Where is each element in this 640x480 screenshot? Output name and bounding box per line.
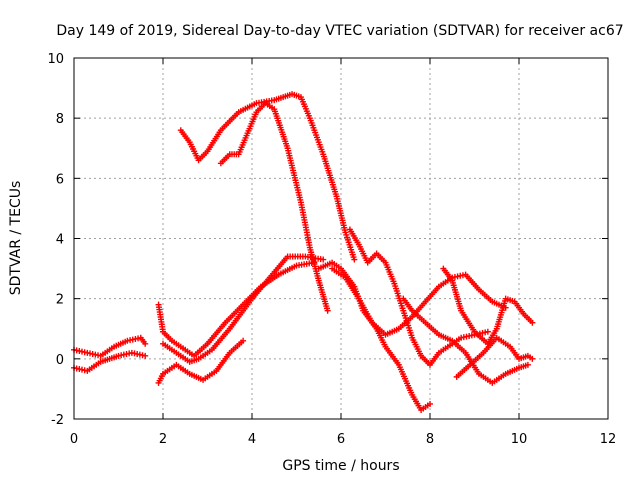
series-arc-b (71, 349, 149, 374)
series-arc-j (346, 226, 491, 368)
series-arc-c (155, 337, 247, 386)
y-tick-label: 0 (56, 353, 64, 368)
series-arc-k (400, 295, 531, 386)
x-tick-label: 6 (337, 432, 345, 447)
data-point (427, 400, 433, 407)
y-tick-label: -2 (51, 413, 64, 428)
data-point (320, 256, 327, 263)
series-arc-g (217, 100, 331, 314)
x-tick-label: 10 (511, 432, 528, 447)
x-tick-label: 4 (248, 432, 256, 447)
series-arc-a (71, 334, 149, 359)
series-arc-f (177, 91, 358, 263)
y-tick-label: 4 (56, 233, 64, 248)
data-point (240, 337, 247, 344)
data-point (142, 352, 149, 359)
series-arc-i (329, 265, 509, 338)
data-point (484, 328, 491, 335)
data-point (324, 307, 331, 314)
data-point (351, 256, 358, 263)
series-arc-d (155, 259, 318, 359)
data-point (529, 355, 536, 362)
data-points (71, 91, 536, 413)
series-arc-m (453, 334, 536, 380)
y-tick-label: 10 (47, 52, 64, 67)
data-point (529, 319, 536, 326)
series-arc-l (440, 265, 536, 347)
y-tick-label: 8 (56, 112, 64, 127)
series-arc-h (315, 259, 433, 413)
x-tick-label: 2 (159, 432, 167, 447)
x-tick-label: 8 (426, 432, 434, 447)
x-tick-label: 12 (600, 432, 617, 447)
x-axis-title: GPS time / hours (282, 458, 399, 474)
y-tick-label: 2 (56, 293, 64, 308)
y-axis-title: SDTVAR / TECUs (8, 181, 24, 296)
y-tick-label: 6 (56, 172, 64, 187)
x-tick-labels: 0 2 4 6 8 10 12 (70, 432, 616, 447)
x-tick-label: 0 (70, 432, 78, 447)
data-point (524, 361, 531, 368)
y-tick-labels: -2 0 2 4 6 8 10 (47, 52, 64, 428)
chart-title: Day 149 of 2019, Sidereal Day-to-day VTE… (56, 23, 623, 39)
axis-ticks (73, 57, 609, 420)
data-point (142, 340, 149, 347)
series-arc-e (160, 253, 327, 365)
